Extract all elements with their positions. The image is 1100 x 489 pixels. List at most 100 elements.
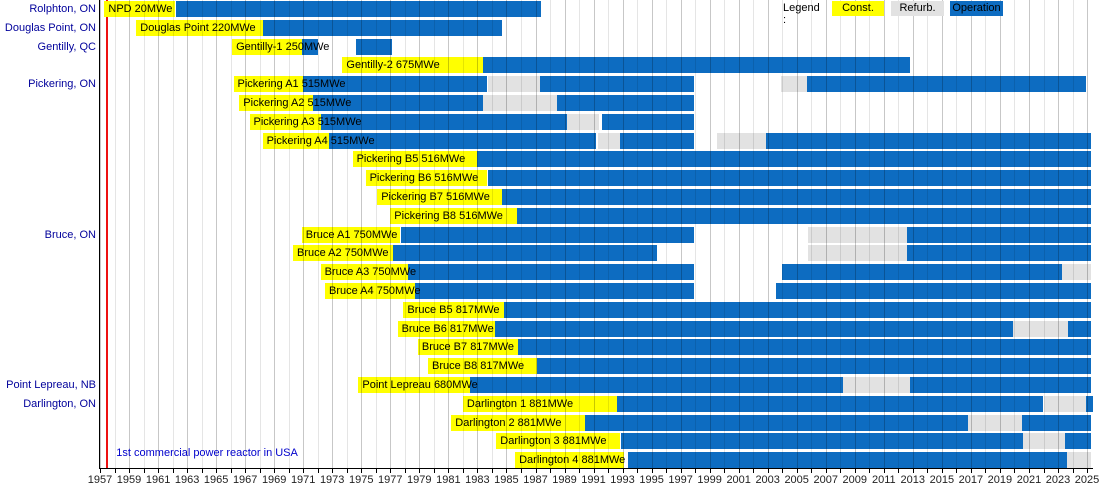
segment-operation bbox=[503, 302, 1092, 318]
axis-tick bbox=[114, 469, 116, 473]
red-line-annotation: 1st commercial power reactor in USA bbox=[116, 447, 298, 459]
axis-tick-label: 2017 bbox=[958, 474, 984, 486]
segment-operation bbox=[400, 227, 694, 243]
axis-tick bbox=[985, 469, 987, 473]
axis-tick bbox=[346, 469, 348, 473]
segment-const bbox=[249, 114, 321, 130]
axis-tick-label: 1973 bbox=[319, 474, 345, 486]
reactor-label: Bruce B8 817MWe bbox=[432, 360, 525, 372]
axis-tick bbox=[941, 469, 943, 473]
gridline bbox=[840, 0, 842, 468]
gridline bbox=[738, 0, 740, 468]
axis-tick bbox=[129, 469, 130, 473]
axis-tick bbox=[869, 469, 871, 473]
axis-tick-label: 1991 bbox=[581, 474, 606, 486]
axis-tick bbox=[637, 469, 639, 473]
axis-tick bbox=[187, 469, 189, 473]
segment-const bbox=[239, 95, 314, 111]
segment-operation bbox=[487, 170, 1092, 186]
axis-tick-label: 1987 bbox=[523, 474, 548, 486]
segment-refurb bbox=[780, 76, 807, 92]
axis-tick-label: 2013 bbox=[900, 474, 926, 486]
segment-const bbox=[293, 245, 394, 261]
gridline bbox=[622, 0, 624, 468]
reactor-label: Bruce A4 750MWe bbox=[329, 285, 421, 297]
axis-tick bbox=[724, 469, 726, 473]
gridline bbox=[216, 0, 218, 468]
segment-operation bbox=[616, 396, 1044, 412]
axis-tick-label: 1961 bbox=[145, 474, 171, 486]
axis-tick-label: 1999 bbox=[697, 474, 722, 486]
gridline bbox=[332, 0, 334, 468]
segment-operation bbox=[313, 95, 484, 111]
reactor-label: Pickering B8 516MWe bbox=[394, 210, 503, 222]
gridline bbox=[390, 0, 392, 468]
segment-const bbox=[428, 358, 537, 374]
legend-swatch-refurb: Refurb. bbox=[891, 1, 944, 16]
gridline bbox=[143, 0, 145, 468]
axis-tick-label: 2019 bbox=[987, 474, 1013, 486]
gridline bbox=[245, 0, 247, 468]
axis-tick bbox=[1072, 469, 1074, 473]
axis-tick-label: 1967 bbox=[232, 474, 258, 486]
reactor-label: Pickering A2 515MWe bbox=[243, 97, 352, 109]
gridline bbox=[230, 0, 232, 468]
reactor-label: Bruce B7 817MWe bbox=[421, 341, 515, 353]
gridline bbox=[985, 0, 987, 468]
segment-operation bbox=[262, 20, 503, 36]
axis-tick bbox=[883, 469, 885, 473]
segment-operation bbox=[175, 1, 542, 17]
segment-const bbox=[358, 377, 471, 393]
axis-tick-label: 1981 bbox=[436, 474, 461, 486]
site-label: Darlington, ON bbox=[23, 398, 96, 410]
segment-operation bbox=[320, 114, 568, 130]
reactor-label: Douglas Point 220MWe bbox=[140, 22, 256, 34]
red-reference-line bbox=[106, 0, 109, 468]
segment-const bbox=[496, 433, 620, 449]
segment-const bbox=[397, 321, 495, 337]
gridline bbox=[666, 0, 668, 468]
gridline bbox=[724, 0, 726, 468]
segment-const bbox=[301, 227, 401, 243]
axis-tick bbox=[811, 469, 813, 473]
gridline bbox=[259, 0, 261, 468]
site-label: Douglas Point, ON bbox=[4, 22, 96, 34]
axis-tick-label: 1979 bbox=[407, 474, 432, 486]
reactor-label: Bruce A1 750MWe bbox=[305, 229, 398, 241]
axis-tick bbox=[782, 469, 784, 473]
segment-const bbox=[232, 39, 302, 55]
legend-label-const: Const. bbox=[842, 2, 874, 14]
axis-tick bbox=[245, 469, 247, 473]
axis-tick bbox=[419, 469, 421, 473]
axis-tick-label: 2025 bbox=[1074, 474, 1100, 486]
segment-operation bbox=[483, 57, 910, 73]
legend-title: Legend : bbox=[783, 2, 820, 26]
legend-swatch-operation: Operation bbox=[950, 1, 1003, 16]
axis-tick bbox=[1014, 469, 1016, 473]
legend-label-operation: Operation bbox=[952, 2, 1001, 14]
segment-operation bbox=[909, 377, 1092, 393]
gridline bbox=[608, 0, 609, 468]
segment-operation bbox=[407, 264, 694, 280]
gridline bbox=[1029, 0, 1030, 468]
segment-const bbox=[233, 76, 304, 92]
segment-operation bbox=[1085, 396, 1093, 412]
gridline bbox=[317, 0, 319, 468]
reactor-label: NPD 20MWe bbox=[108, 3, 173, 15]
axis-tick bbox=[564, 469, 566, 473]
reactor-label: Bruce A3 750MWe bbox=[324, 266, 417, 278]
gridline bbox=[129, 0, 130, 468]
gridline bbox=[970, 0, 972, 468]
axis-tick bbox=[100, 469, 101, 473]
axis-tick-label: 1985 bbox=[494, 474, 519, 486]
gridline bbox=[361, 0, 363, 468]
gridline bbox=[491, 0, 493, 468]
segment-operation bbox=[539, 76, 694, 92]
axis-tick bbox=[709, 469, 711, 473]
axis-tick bbox=[970, 469, 972, 473]
legend-swatch-const: Const. bbox=[832, 1, 884, 16]
segment-operation bbox=[470, 377, 844, 393]
axis-tick bbox=[274, 469, 276, 473]
axis-tick-label: 1997 bbox=[668, 474, 693, 486]
segment-operation bbox=[1068, 321, 1092, 337]
